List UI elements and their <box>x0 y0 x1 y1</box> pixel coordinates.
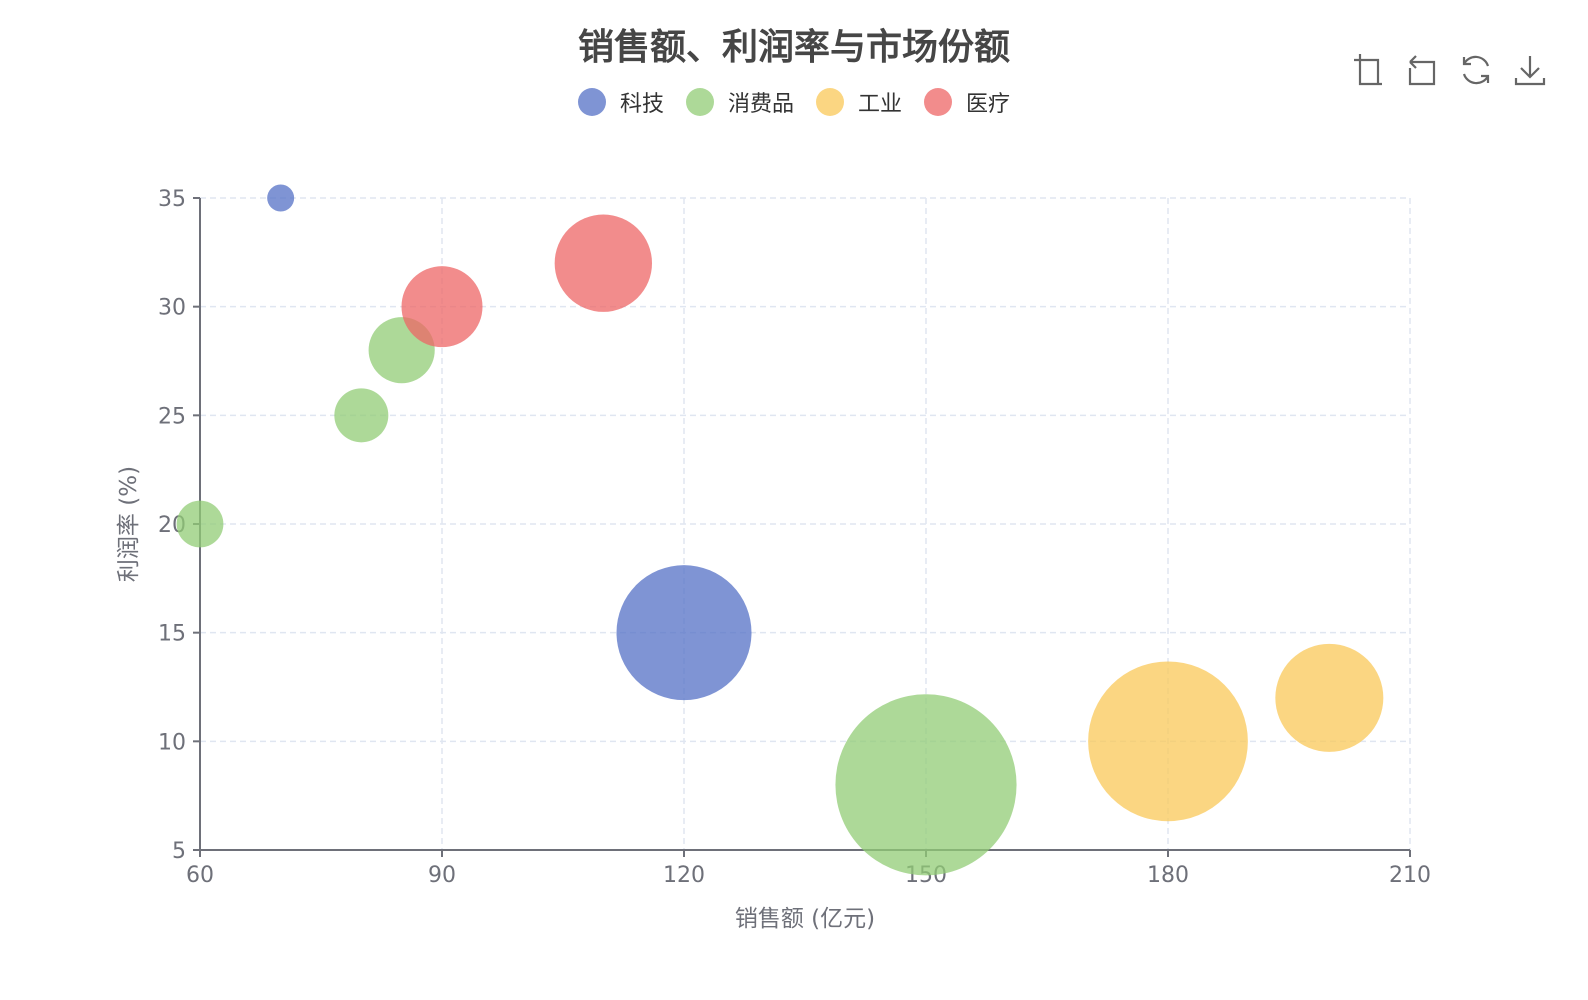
legend-item[interactable]: 科技 <box>577 86 664 118</box>
toolbox <box>1350 52 1548 88</box>
data-point <box>616 565 752 701</box>
restore-icon[interactable] <box>1458 52 1494 88</box>
legend-item[interactable]: 消费品 <box>685 86 794 118</box>
x-tick-label: 120 <box>663 863 705 888</box>
x-tick-label: 90 <box>428 863 456 888</box>
legend: 科技 消费品 工业 医疗 <box>0 86 1588 118</box>
x-axis-label: 销售额 (亿元) <box>735 906 875 932</box>
legend-item[interactable]: 医疗 <box>924 86 1010 118</box>
x-tick-label: 180 <box>1147 863 1189 888</box>
chart-title: 销售额、利润率与市场份额 <box>577 27 1010 68</box>
zoom-reset-icon[interactable] <box>1404 52 1440 88</box>
legend-swatch <box>685 88 714 116</box>
data-point <box>401 266 483 348</box>
data-point <box>334 388 389 443</box>
legend-swatch <box>924 88 953 116</box>
data-point <box>835 694 1017 876</box>
legend-label: 消费品 <box>727 92 794 117</box>
y-axis-label: 利润率 (%) <box>116 466 142 582</box>
data-point <box>554 214 653 312</box>
y-tick-label: 25 <box>158 404 186 429</box>
legend-swatch <box>816 88 844 116</box>
legend-label: 科技 <box>619 92 664 117</box>
legend-item[interactable]: 工业 <box>816 86 902 118</box>
legend-label: 工业 <box>858 92 903 117</box>
data-point <box>176 500 224 548</box>
x-tick-label: 60 <box>186 863 214 888</box>
y-tick-label: 30 <box>158 296 186 321</box>
y-tick-label: 10 <box>158 730 186 755</box>
zoom-icon[interactable] <box>1350 52 1386 88</box>
data-point <box>1088 661 1248 822</box>
save-image-icon[interactable] <box>1512 52 1548 88</box>
x-tick-label: 210 <box>1389 863 1431 888</box>
data-point <box>1275 643 1384 752</box>
y-tick-label: 35 <box>158 187 186 212</box>
legend-label: 医疗 <box>966 92 1011 117</box>
y-tick-label: 5 <box>172 839 186 864</box>
data-point <box>267 184 295 212</box>
legend-swatch <box>577 88 606 116</box>
y-tick-label: 15 <box>158 622 186 647</box>
